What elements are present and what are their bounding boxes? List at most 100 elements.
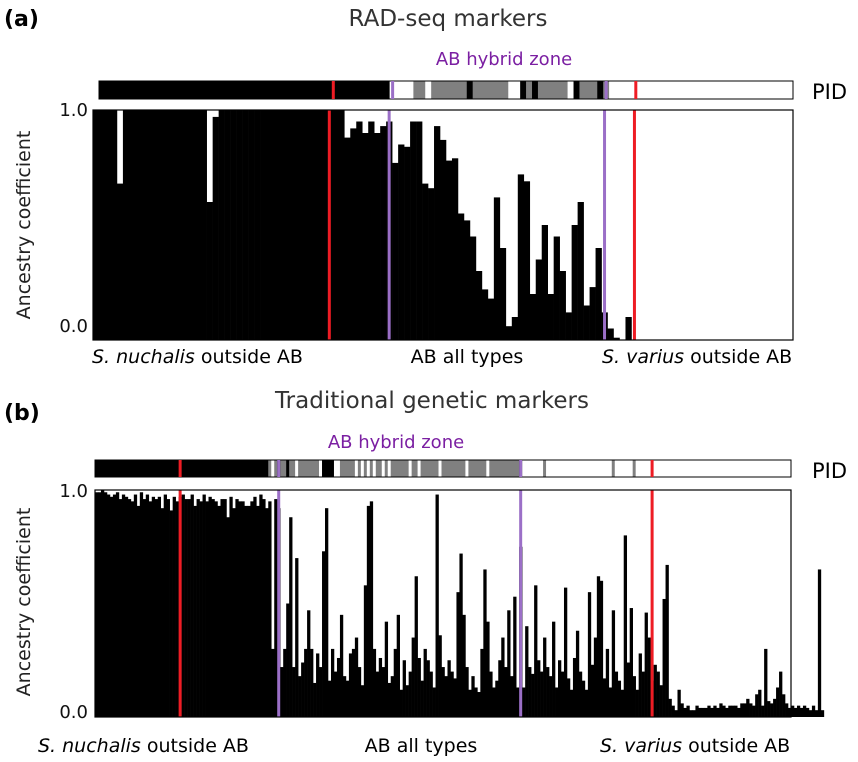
- panel-b-bar-125: [468, 689, 472, 717]
- panel-a-ytick-top: 1.0: [59, 100, 88, 121]
- panel-b-bar-34: [196, 499, 200, 717]
- panel-b-bar-68: [298, 676, 302, 717]
- panel-b-pid-segment-7: [289, 460, 296, 477]
- panel-b-pid-segment-23: [384, 460, 389, 477]
- panel-b-bar-94: [375, 671, 380, 717]
- panel-b-bar-113: [432, 687, 436, 717]
- panel-b-bar-119: [450, 671, 454, 717]
- panel-a-bar-3: [110, 110, 118, 340]
- panel-b-bar-168: [596, 576, 601, 717]
- panel-b-bar-5: [109, 496, 114, 717]
- panel-a-pid-segment-10: [532, 81, 539, 99]
- panel-a-pid-segment-11: [537, 81, 568, 99]
- panel-a-bar-72: [523, 181, 531, 340]
- panel-b-bar-206: [710, 707, 714, 717]
- panel-b-bar-239: [808, 710, 813, 717]
- panel-b-bar-130: [483, 569, 487, 717]
- panel-b-bar-175: [617, 680, 622, 717]
- panel-b-bars: [95, 490, 825, 717]
- panel-a-bar-73: [529, 294, 537, 340]
- panel-b-pid-segment-11: [322, 460, 335, 477]
- panel-b-bar-64: [286, 603, 290, 717]
- panel-a-pid-segment-0: [99, 81, 390, 99]
- panel-b-bar-150: [543, 637, 547, 717]
- panel-a-plot-frame: [92, 109, 794, 341]
- panel-b-pid-strip: [95, 460, 792, 477]
- panel-a-bar-40: [332, 110, 339, 340]
- panel-b-bar-100: [393, 648, 397, 717]
- panel-b-bar-133: [492, 687, 496, 717]
- panel-b-pid-segment-37: [522, 460, 544, 477]
- panel-b-bar-78: [328, 680, 332, 717]
- panel-a-bar-66: [487, 298, 495, 340]
- panel-a-bar-42: [344, 137, 351, 340]
- panel-b-bar-241: [814, 710, 819, 717]
- panel-b-bar-196: [680, 703, 684, 717]
- panel-b-bar-234: [793, 707, 798, 717]
- panel-b-bar-177: [623, 535, 628, 717]
- panel-b-bar-214: [734, 705, 738, 717]
- panel-b-bar-167: [593, 637, 598, 717]
- panel-a-bar-79: [565, 312, 572, 340]
- panel-b-bar-75: [319, 667, 323, 717]
- panel-b-bar-134: [495, 680, 499, 717]
- panel-b-bar-128: [477, 692, 481, 717]
- panel-a-bar-68: [499, 248, 507, 340]
- panel-a-bar-25: [242, 110, 249, 340]
- panel-b-bar-155: [558, 660, 562, 717]
- panel-a-bar-31: [278, 110, 285, 340]
- panel-b-bar-88: [357, 667, 362, 717]
- panel-a-bar-48: [380, 126, 387, 340]
- panel-b-bar-21: [157, 496, 162, 717]
- panel-a-bar-65: [481, 289, 489, 340]
- panel-b-bar-164: [584, 689, 589, 717]
- panel-a-bar-18: [200, 110, 207, 340]
- panel-b-bar-4: [106, 494, 111, 717]
- panel-b-pid-segment-19: [369, 460, 374, 477]
- panel-b-bar-147: [534, 585, 538, 717]
- panel-b-pid-segment-33: [468, 460, 487, 477]
- panel-b-bar-35: [199, 501, 203, 717]
- panel-a-bar-54: [416, 121, 423, 340]
- panel-b-bar-57: [265, 508, 269, 717]
- panel-a-bar-75: [541, 225, 548, 340]
- panel-b-bar-109: [420, 680, 424, 717]
- panel-b-bar-212: [728, 705, 732, 717]
- panel-a-bar-46: [368, 121, 375, 340]
- panel-b-bar-74: [316, 653, 320, 717]
- panel-b-bar-208: [716, 707, 720, 717]
- panel-b-bar-25: [169, 510, 173, 717]
- panel-a-bar-1: [98, 110, 106, 340]
- panel-b-bar-127: [474, 687, 478, 717]
- panel-a-ytick-bottom: 0.0: [59, 316, 88, 337]
- panel-a-bar-12: [164, 110, 172, 340]
- panel-b-bar-58: [268, 501, 272, 717]
- panel-b-ytick-bottom: 0.0: [59, 702, 88, 723]
- panel-b-pid-segment-31: [441, 460, 466, 477]
- panel-a-bar-64: [475, 271, 483, 340]
- panel-a-bar-63: [469, 236, 477, 340]
- panel-b-bar-131: [486, 621, 490, 717]
- panel-b-bar-191: [665, 564, 669, 717]
- panel-b-bar-223: [761, 705, 765, 717]
- panel-a-boundaries: [327, 81, 638, 340]
- panel-b-bar-171: [605, 648, 610, 717]
- panel-b-bar-15: [139, 492, 144, 717]
- panel-a-pid-segment-8: [520, 81, 527, 99]
- panel-b-pid-segment-29: [420, 460, 439, 477]
- panel-b-bar-107: [414, 576, 418, 717]
- panel-b-bar-104: [405, 685, 409, 717]
- panel-b-bar-91: [366, 505, 371, 717]
- panel-b-pid-segment-18: [366, 460, 371, 477]
- panel-a-group-nuchalis: S. nuchalis outside AB: [92, 346, 303, 368]
- panel-a-bar-69: [505, 326, 513, 340]
- panel-b-bar-2: [100, 490, 105, 717]
- panel-a-title: RAD-seq markers: [349, 6, 548, 32]
- panel-b-bar-227: [773, 698, 777, 717]
- panel-b-bar-14: [136, 505, 141, 717]
- panel-b-bar-115: [438, 635, 442, 717]
- panel-b-bar-24: [166, 499, 170, 717]
- panel-b-bar-70: [304, 648, 308, 717]
- panel-a-zone-label: AB hybrid zone: [436, 49, 572, 70]
